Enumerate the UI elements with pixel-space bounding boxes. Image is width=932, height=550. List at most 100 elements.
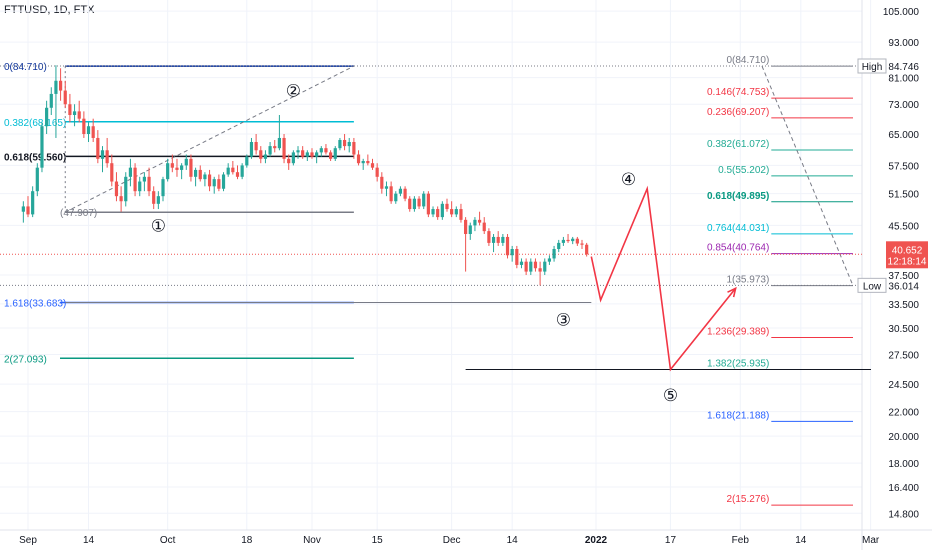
candle-body [77,111,81,119]
fib-level-label: 1.236(29.389) [707,326,769,337]
high-tag-value: 84.746 [888,62,919,73]
time-axis-label: 14 [507,535,519,546]
fib-level-label: 0.236(69.207) [707,107,769,118]
candle-body [342,139,347,147]
projection-path [590,185,737,372]
current-price-value: 40.652 [892,245,923,256]
candle-body [259,150,263,159]
candle-body [431,209,435,215]
candle-body [100,150,105,159]
price-axis-label: 22.000 [888,408,919,419]
candle-body [477,219,482,223]
candle-body [375,167,379,177]
price-axis-label: 24.500 [888,380,919,391]
candle-body [529,261,533,272]
candle-body [119,196,123,202]
candle-body [361,161,365,164]
candle-body [496,236,500,243]
price-axis-label: 105.000 [883,7,920,18]
candle-body [487,231,491,243]
candle-body [235,172,240,177]
candle-body [310,152,314,157]
price-axis-label: 33.500 [888,300,919,311]
candle-body [510,249,514,256]
candle-body [105,150,109,164]
time-axis-label: Oct [160,535,176,546]
fib-level-label: 1(35.973) [726,275,769,286]
candle-body [91,126,95,138]
fib-level-label: 2(27.093) [4,354,47,365]
candle-body [575,238,579,244]
candle-body [254,142,258,151]
candle-body [408,198,412,210]
high-tag-box [857,58,887,74]
fib-level-label: 1.382(25.935) [707,359,769,370]
bar-countdown: 12:18:14 [888,256,927,267]
candle-body [524,261,528,272]
candle-body [263,154,268,159]
candle-body [193,169,198,177]
candle-body [543,261,547,272]
candle-body [398,188,403,194]
candle-body [296,150,300,153]
candle-body [184,158,188,166]
time-axis-label: 18 [241,535,253,546]
candle-body [515,249,519,265]
candle-body [82,118,86,134]
fib-level-label: 0.764(44.031) [707,223,769,234]
candle-body [96,137,100,159]
candle-body [138,181,142,192]
candle-body [301,150,305,157]
candle-body [133,167,137,192]
candle-body [63,90,67,105]
candle-body [175,167,179,170]
candle-body [580,243,584,245]
candle-body [305,152,309,157]
candle-body [366,161,370,164]
candle-body [464,219,468,235]
candle-body [124,176,128,202]
candle-body [352,142,356,155]
candle-body [436,209,440,218]
candle-body [217,179,221,189]
low-tag-value: 36.014 [888,281,919,292]
fib-level-label: 0(84.710) [726,55,769,66]
candle-body [152,191,156,204]
candle-body [40,126,44,168]
candle-body [380,176,384,189]
time-axis-label: Nov [303,535,321,546]
candle-body [445,203,449,210]
candle-body [249,142,254,157]
candle-body [231,167,235,173]
price-axis-label: 81.000 [888,74,919,85]
candle-body [552,249,556,259]
candle-body [203,174,207,180]
fib-level-label: 0.382(61.072) [707,139,769,150]
candle-body [347,142,351,147]
time-axis-label: 14 [83,535,95,546]
fib-level-label: 1.618(21.188) [707,410,769,421]
wave-label: ② [286,82,301,101]
price-axis-label: 16.400 [888,483,919,494]
candle-body [287,158,291,164]
symbol-label: FTTUSD, 1D, FTX [4,4,95,16]
candle-body [566,239,570,242]
price-axis-label: 65.000 [888,130,919,141]
candle-body [389,186,393,202]
candle-body [268,146,272,155]
candle-body [333,148,337,159]
time-axis-label: Dec [443,535,461,546]
candle-body [86,126,91,134]
candle-body [156,196,160,204]
low-tag-label: Low [863,281,882,292]
price-axis-label: 93.000 [888,38,919,49]
candle-body [189,158,193,177]
candle-body [161,179,165,197]
candle-body [538,268,542,272]
time-axis-label: Feb [732,535,750,546]
candle-body [561,239,565,243]
candle-body [49,93,53,108]
price-axis-label: 14.800 [888,509,919,520]
candle-body [170,163,174,168]
